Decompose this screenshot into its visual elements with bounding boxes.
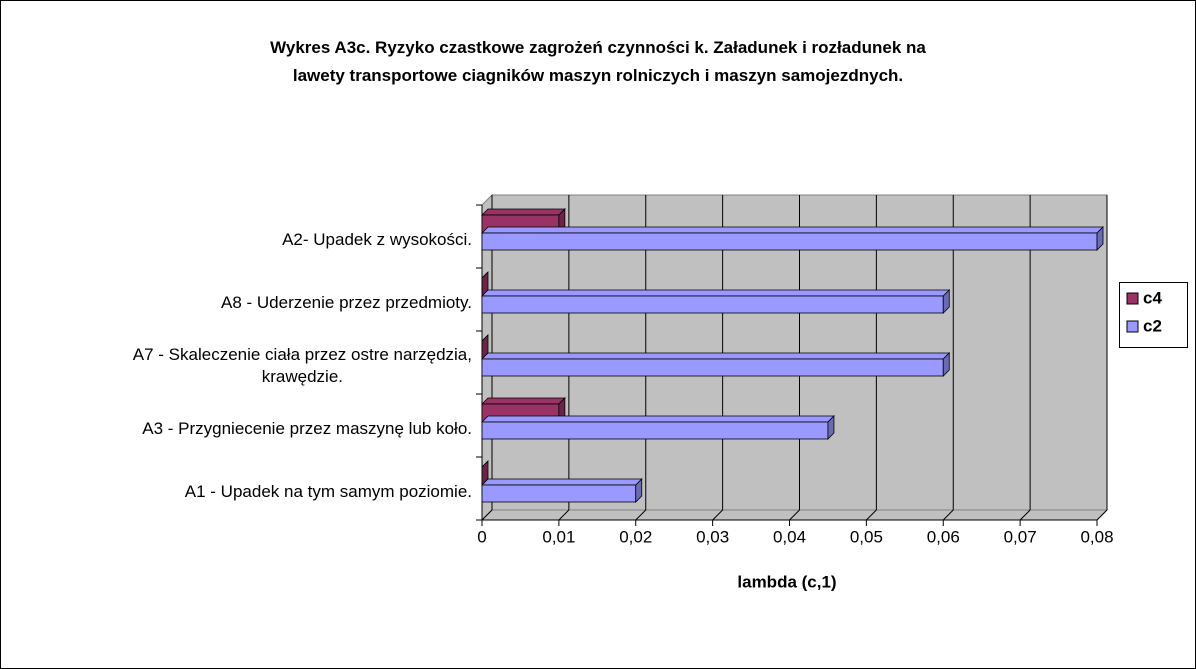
bar-top (481, 226, 1104, 234)
legend-label: c2 (1143, 316, 1162, 335)
bar (481, 352, 951, 377)
legend-box (1119, 282, 1188, 348)
y-tick-label: A7 - Skaleczenie ciała przez ostre narzę… (132, 344, 472, 386)
chart-title: Wykres A3c. Ryzyko czastkowe zagrożeń cz… (270, 38, 926, 85)
bar-side (942, 289, 950, 314)
bar-side (942, 352, 950, 377)
bar-top (481, 208, 566, 216)
x-tick-label: 0,04 (773, 527, 806, 546)
legend-swatch (1126, 292, 1139, 305)
y-tick-label: A8 - Uderzenie przez przedmioty. (220, 292, 472, 312)
legend-swatch (1126, 320, 1139, 333)
legend-label: c4 (1143, 288, 1162, 307)
bar-top (481, 289, 951, 297)
bar-top (481, 352, 951, 360)
x-tick-label: 0,08 (1080, 527, 1113, 546)
bar-top (481, 397, 566, 405)
x-axis-title: lambda (c,1) (737, 572, 836, 591)
x-tick-label: 0,02 (619, 527, 652, 546)
bar (481, 226, 1104, 251)
grid-line-floor (481, 509, 493, 521)
bar (481, 415, 835, 440)
bar-top (481, 415, 835, 423)
grid-line-floor (635, 509, 647, 521)
grid-line-floor (866, 509, 877, 521)
grid-line-floor (1019, 509, 1031, 521)
x-tick-label: 0,05 (850, 527, 883, 546)
bar (481, 478, 643, 503)
grid-line-floor (942, 509, 954, 521)
grid-line-floor (712, 509, 723, 521)
bar-front (481, 484, 637, 503)
bar-side (827, 415, 835, 440)
bar-front (481, 421, 829, 440)
grid-line-floor (558, 509, 570, 521)
bar-front (481, 358, 944, 377)
bar (481, 289, 951, 314)
bar (481, 460, 489, 486)
x-tick-label: 0 (477, 527, 486, 546)
x-tick-label: 0,06 (927, 527, 960, 546)
y-tick-label: A2- Upadek z wysokości. (282, 229, 472, 249)
x-tick-label: 0,01 (542, 527, 575, 546)
grid-line-floor (1096, 509, 1108, 521)
bar-top (481, 478, 643, 486)
x-tick-label: 0,03 (696, 527, 729, 546)
bar-front (481, 232, 1098, 251)
grid-line-floor (789, 509, 800, 521)
bar-side (635, 478, 643, 503)
y-tick-label: A1 - Upadek na tym samym poziomie. (184, 481, 472, 501)
y-tick-label: A3 - Przygniecenie przez maszynę lub koł… (142, 418, 472, 438)
bar-side (1096, 226, 1104, 251)
x-tick-label: 0,07 (1004, 527, 1037, 546)
bar-front (481, 295, 944, 314)
